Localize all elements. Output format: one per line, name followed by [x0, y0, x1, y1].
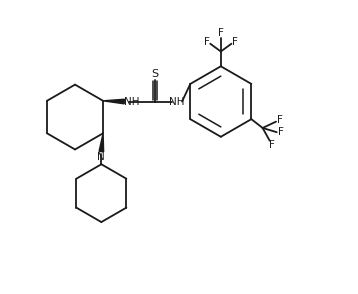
Text: S: S [151, 69, 158, 79]
Text: F: F [218, 28, 224, 38]
Text: F: F [232, 37, 238, 47]
Text: NH: NH [124, 96, 140, 106]
Polygon shape [103, 99, 124, 104]
Text: F: F [278, 127, 284, 137]
Text: NH: NH [169, 96, 185, 106]
Text: F: F [268, 140, 274, 150]
Text: N: N [97, 152, 105, 162]
Text: F: F [204, 37, 210, 47]
Text: F: F [277, 115, 283, 125]
Polygon shape [99, 133, 103, 152]
